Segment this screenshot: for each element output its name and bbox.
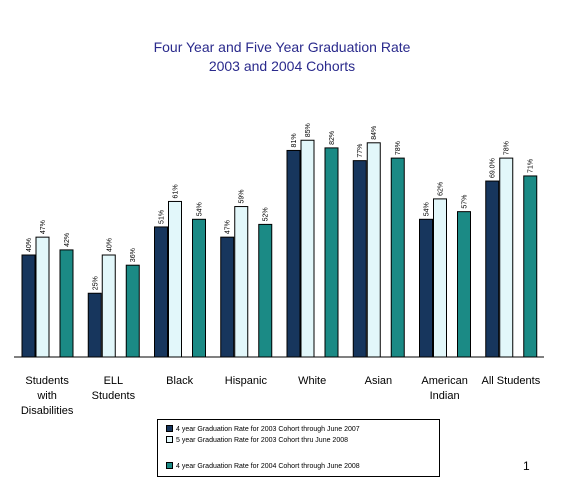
legend: 4 year Graduation Rate for 2003 Cohort t…: [157, 419, 440, 477]
bar-4-series-1: [220, 236, 235, 358]
bar-1-series-3: [59, 249, 74, 358]
category-label-1-line-3: Disabilities: [21, 405, 74, 417]
bar-4-series-3: [258, 223, 273, 358]
data-label-4-series-3: 52%: [263, 207, 270, 221]
data-label-2-series-3: 36%: [130, 248, 137, 262]
data-label-6-series-3: 78%: [395, 141, 402, 155]
legend-swatch-series-2: [166, 435, 173, 443]
data-label-2-series-1: 25%: [92, 276, 99, 290]
data-label-8-series-3: 71%: [528, 159, 535, 173]
data-label-4-series-1: 47%: [225, 220, 232, 234]
data-label-5-series-2: 85%: [305, 123, 312, 137]
bar-6-series-3: [390, 157, 405, 358]
chart-title: Four Year and Five Year Graduation Rate …: [0, 38, 564, 76]
legend-swatch-series-1: [166, 424, 173, 432]
legend-item-series-2: 5 year Graduation Rate for 2003 Cohort t…: [166, 435, 348, 446]
bar-7-series-3: [457, 211, 471, 358]
data-label-6-series-1: 77%: [357, 144, 364, 158]
data-label-8-series-2: 78%: [504, 141, 511, 155]
category-label-2-line-2: Students: [92, 390, 136, 402]
data-label-1-series-1: 40%: [26, 238, 33, 252]
data-label-8-series-1: 69.0%: [490, 158, 497, 178]
legend-swatch-series-3: [166, 461, 173, 469]
bar-4-series-2: [234, 206, 249, 358]
bar-3-series-3: [192, 218, 206, 358]
bar-2-series-1: [87, 292, 102, 358]
category-label-1-line-1: Students: [25, 375, 69, 387]
chart-title-line-2: 2003 and 2004 Cohorts: [208, 58, 356, 74]
data-label-1-series-2: 47%: [40, 220, 47, 234]
bar-1-series-1: [21, 254, 36, 358]
bar-8-series-2: [499, 157, 514, 358]
bar-1-series-2: [35, 236, 50, 358]
category-label-3: Black: [166, 375, 193, 387]
bar-3-series-2: [168, 200, 182, 358]
data-label-5-series-3: 82%: [329, 131, 336, 145]
bar-2-series-3: [125, 264, 140, 358]
bar-3-series-1: [154, 226, 168, 358]
bar-5-series-3: [324, 147, 339, 358]
bar-8-series-1: [485, 180, 500, 358]
data-label-5-series-1: 81%: [291, 133, 298, 147]
page-number: 1: [523, 459, 530, 473]
bar-8-series-3: [523, 175, 538, 358]
bar-5-series-1: [286, 149, 301, 358]
data-label-3-series-2: 61%: [173, 184, 180, 198]
legend-label-series-1: 4 year Graduation Rate for 2003 Cohort t…: [176, 426, 360, 433]
bar-2-series-2: [101, 254, 116, 358]
category-label-5: White: [298, 375, 326, 387]
data-label-7-series-1: 54%: [424, 202, 431, 216]
data-label-4-series-2: 59%: [239, 190, 246, 204]
legend-label-series-3: 4 year Graduation Rate for 2004 Cohort t…: [176, 463, 360, 470]
bar-7-series-2: [433, 198, 447, 358]
category-label-2-line-1: ELL: [104, 375, 124, 387]
legend-item-series-3: 4 year Graduation Rate for 2004 Cohort t…: [166, 461, 360, 472]
bar-6-series-2: [366, 142, 381, 358]
bar-chart: 40% 47% 42% Students with Disabilities 25% 40% 3…: [14, 123, 544, 417]
category-label-7-line-1: American: [421, 375, 467, 387]
data-label-2-series-2: 40%: [106, 238, 113, 252]
data-label-3-series-1: 51%: [159, 210, 166, 224]
bar-5-series-2: [300, 139, 315, 358]
bar-7-series-1: [419, 218, 433, 358]
category-label-7-line-2: Indian: [430, 390, 460, 402]
data-label-3-series-3: 54%: [197, 202, 204, 216]
category-label-4: Hispanic: [225, 375, 268, 387]
category-label-1-line-2: with: [36, 390, 57, 402]
bar-6-series-1: [352, 160, 367, 358]
data-label-1-series-3: 42%: [64, 233, 71, 247]
category-label-8: All Students: [482, 375, 541, 387]
data-label-7-series-2: 62%: [438, 182, 445, 196]
chart-title-line-1: Four Year and Five Year Graduation Rate: [153, 39, 411, 55]
category-label-6: Asian: [365, 375, 393, 387]
data-label-7-series-3: 57%: [462, 195, 469, 209]
legend-item-series-1: 4 year Graduation Rate for 2003 Cohort t…: [166, 424, 360, 435]
data-label-6-series-2: 84%: [371, 126, 378, 140]
legend-label-series-2: 5 year Graduation Rate for 2003 Cohort t…: [176, 437, 348, 444]
